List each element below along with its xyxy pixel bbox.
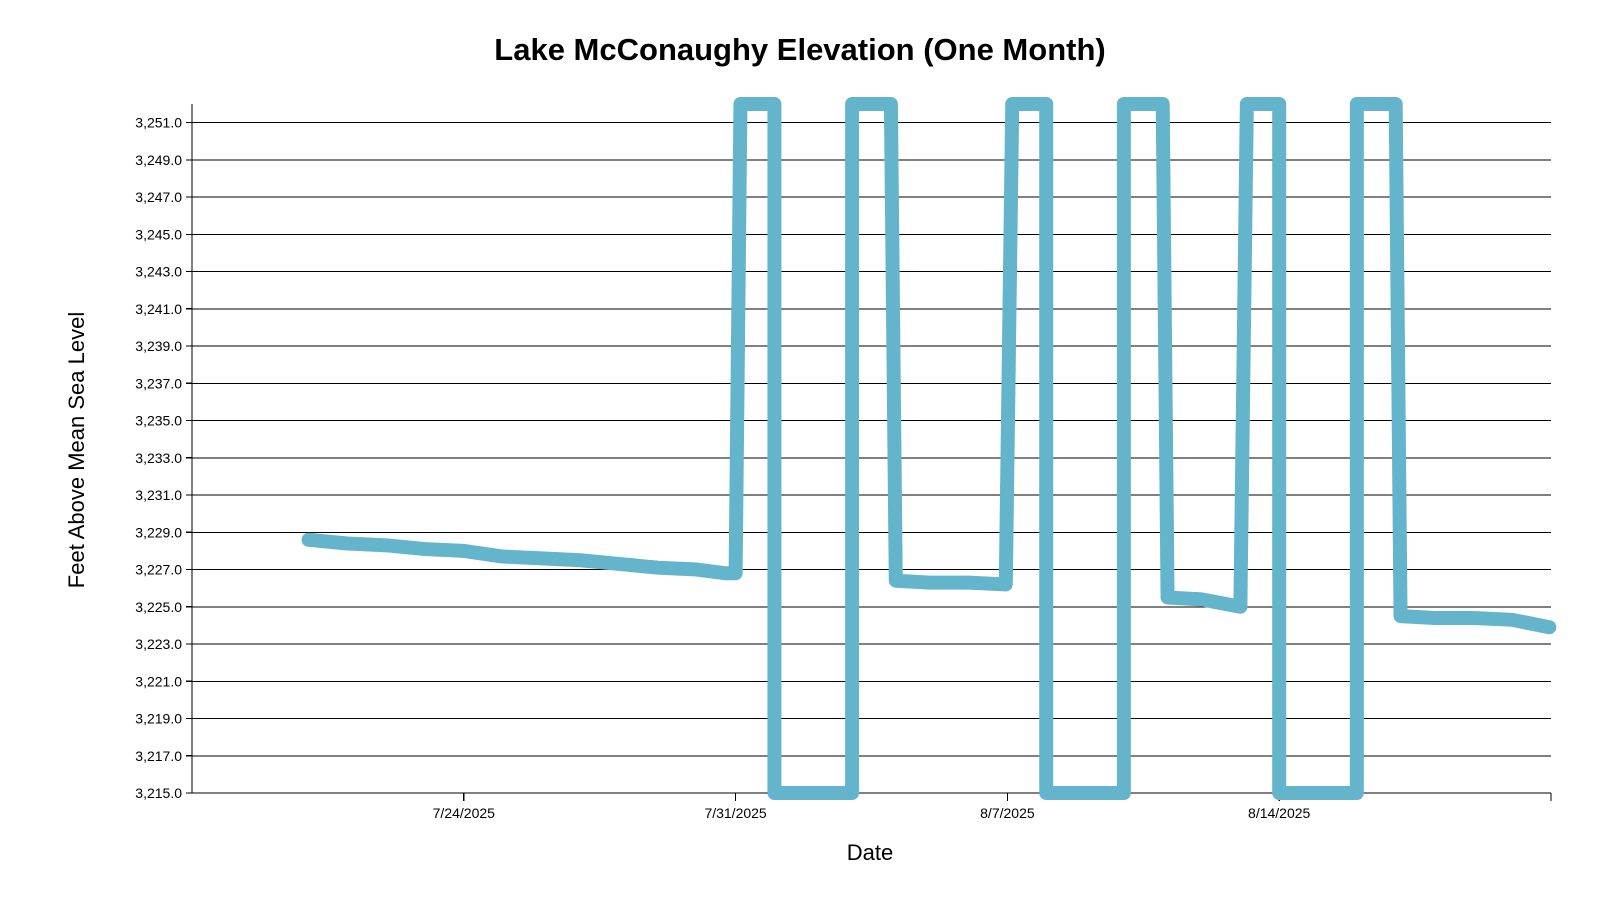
y-tick-label: 3,219.0 [135, 711, 182, 727]
y-tick-label: 3,251.0 [135, 115, 182, 131]
y-tick-label: 3,217.0 [135, 748, 182, 764]
y-tick-label: 3,229.0 [135, 524, 182, 540]
y-tick-label: 3,215.0 [135, 785, 182, 801]
y-tick-label: 3,221.0 [135, 673, 182, 689]
elevation-series-line [301, 97, 1557, 800]
y-axis-title: Feet Above Mean Sea Level [64, 312, 89, 588]
series-layer [301, 97, 1557, 800]
x-tick-label: 7/24/2025 [433, 805, 495, 821]
axis-layer: 3,215.0 3,217.0 3,219.0 3,221.0 3,223.0 3,225… [135, 104, 1552, 821]
y-tick-label: 3,247.0 [135, 189, 182, 205]
y-tick-label: 3,239.0 [135, 338, 182, 354]
y-tick-label: 3,235.0 [135, 413, 182, 429]
y-tick-label: 3,225.0 [135, 599, 182, 615]
y-tick-label: 3,243.0 [135, 264, 182, 280]
y-tick-label: 3,237.0 [135, 375, 182, 391]
y-tick-label: 3,241.0 [135, 301, 182, 317]
y-tick-label: 3,227.0 [135, 562, 182, 578]
y-tick-label: 3,245.0 [135, 226, 182, 242]
chart-title: Lake McConaughy Elevation (One Month) [494, 32, 1105, 67]
y-tick-label: 3,249.0 [135, 152, 182, 168]
y-tick-label: 3,223.0 [135, 636, 182, 652]
x-tick-label: 8/7/2025 [980, 805, 1035, 821]
y-tick-label: 3,233.0 [135, 450, 182, 466]
x-tick-label: 7/31/2025 [704, 805, 766, 821]
x-axis-title: Date [847, 840, 893, 865]
grid-layer [192, 122, 1551, 757]
x-tick-label: 8/14/2025 [1248, 805, 1310, 821]
y-tick-label: 3,231.0 [135, 487, 182, 503]
